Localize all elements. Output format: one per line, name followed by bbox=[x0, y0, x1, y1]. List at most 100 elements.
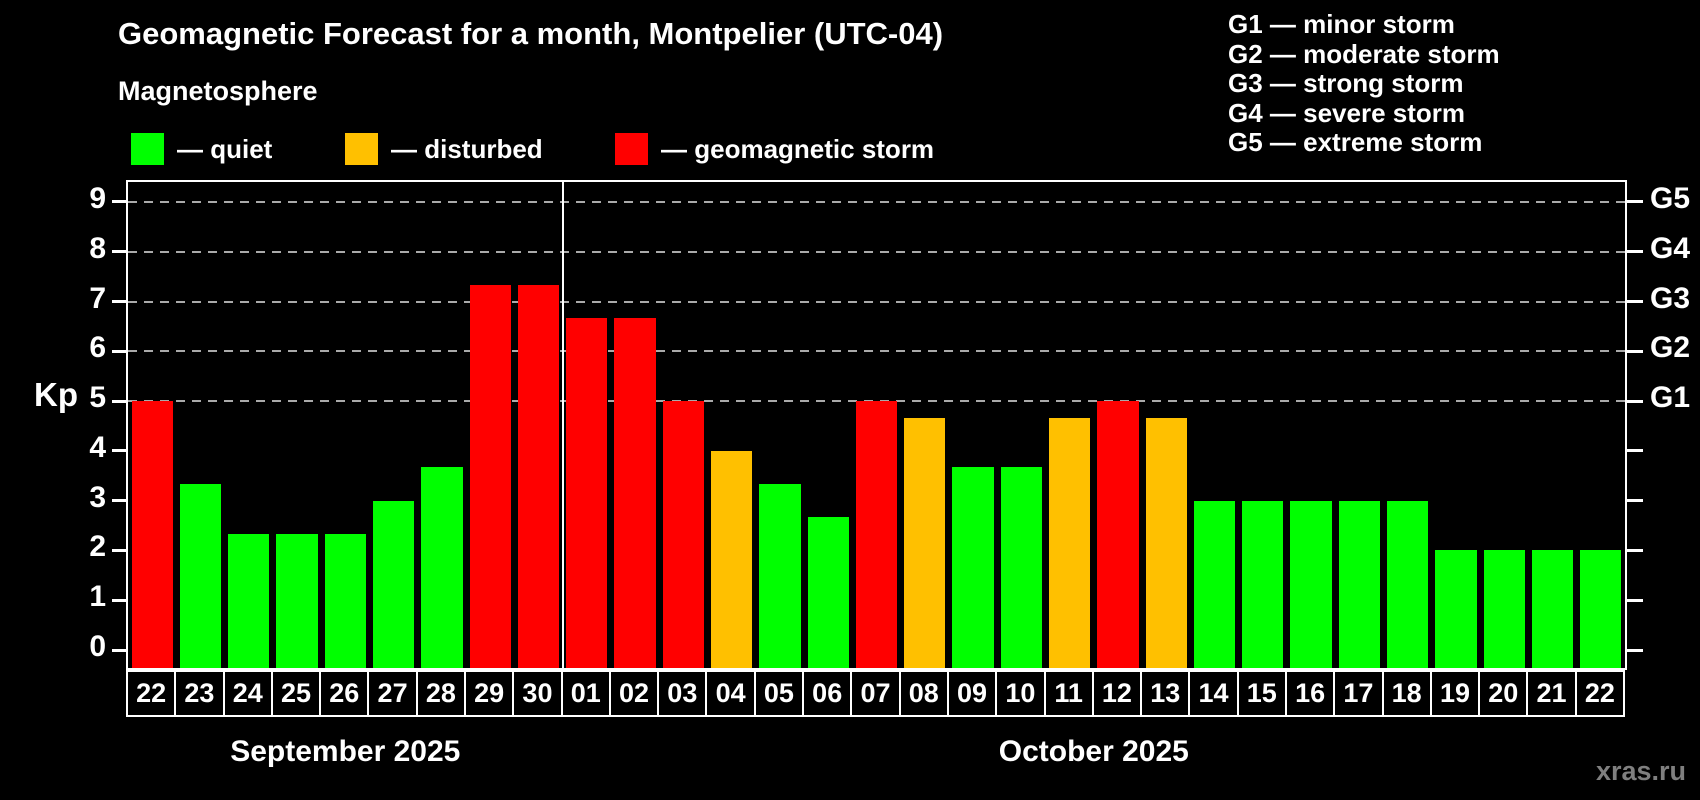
gridline-kp7 bbox=[128, 300, 1625, 303]
legend-label-storm: — geomagnetic storm bbox=[661, 133, 935, 164]
y-axis-label-9: 9 bbox=[89, 181, 106, 215]
y-axis-tick-right-9 bbox=[1627, 200, 1643, 204]
g-axis-label-g1: G1 bbox=[1650, 381, 1691, 415]
y-axis-tick-left-1 bbox=[112, 598, 128, 602]
legend-item-quiet: — quiet bbox=[131, 132, 272, 166]
y-axis-label-1: 1 bbox=[89, 580, 106, 614]
date-cell-october-10: 10 bbox=[995, 670, 1046, 717]
date-cell-october-22: 22 bbox=[1574, 670, 1625, 717]
bar-october-02 bbox=[614, 317, 656, 668]
y-axis-label-2: 2 bbox=[89, 530, 106, 564]
y-axis-tick-right-8 bbox=[1627, 250, 1643, 254]
bar-october-21 bbox=[1531, 550, 1574, 668]
date-cell-october-04: 04 bbox=[705, 670, 756, 717]
y-axis-tick-left-6 bbox=[112, 349, 128, 353]
date-cell-october-07: 07 bbox=[850, 670, 901, 717]
month-label-october: October 2025 bbox=[998, 735, 1189, 768]
month-divider bbox=[561, 182, 564, 668]
bar-october-22 bbox=[1580, 550, 1622, 668]
y-axis-tick-left-3 bbox=[112, 499, 128, 503]
y-axis-tick-right-7 bbox=[1627, 300, 1643, 304]
y-axis-tick-right-5 bbox=[1627, 399, 1643, 403]
g-scale-legend: G1 — minor storm G2 — moderate storm G3 … bbox=[1228, 9, 1500, 158]
gridline-kp8 bbox=[128, 250, 1625, 253]
bar-october-12 bbox=[1097, 401, 1139, 668]
storm-color-swatch bbox=[615, 133, 648, 165]
bar-september-29 bbox=[469, 285, 511, 668]
y-axis-tick-right-1 bbox=[1627, 598, 1643, 602]
bar-october-04 bbox=[710, 450, 753, 668]
legend-item-disturbed: — disturbed bbox=[345, 132, 543, 166]
bar-september-27 bbox=[372, 500, 415, 668]
y-axis-label-0: 0 bbox=[89, 630, 106, 663]
bar-october-10 bbox=[1000, 467, 1042, 668]
date-cell-september-27: 27 bbox=[367, 670, 418, 717]
bar-september-24 bbox=[228, 534, 270, 668]
y-axis-label-3: 3 bbox=[89, 480, 106, 514]
bar-october-11 bbox=[1049, 417, 1091, 668]
date-cell-september-30: 30 bbox=[512, 670, 563, 717]
date-cell-september-25: 25 bbox=[270, 670, 322, 717]
plot-area bbox=[126, 180, 1627, 670]
bar-october-18 bbox=[1387, 500, 1429, 668]
bar-october-20 bbox=[1483, 550, 1525, 668]
y-axis-tick-right-2 bbox=[1627, 548, 1643, 552]
bar-october-14 bbox=[1193, 500, 1236, 668]
g-legend-line-g2: G2 — moderate storm bbox=[1228, 38, 1500, 69]
bar-october-16 bbox=[1290, 500, 1332, 668]
date-cell-september-26: 26 bbox=[319, 670, 370, 717]
date-cell-october-21: 21 bbox=[1526, 670, 1577, 717]
date-cell-september-29: 29 bbox=[464, 670, 515, 717]
gridline-kp6 bbox=[128, 350, 1625, 353]
bar-september-30 bbox=[517, 285, 560, 668]
date-cell-september-24: 24 bbox=[222, 670, 273, 717]
date-cell-october-11: 11 bbox=[1043, 670, 1094, 717]
quiet-color-swatch bbox=[131, 133, 164, 165]
y-axis-tick-right-0 bbox=[1627, 648, 1643, 652]
bar-september-26 bbox=[324, 534, 366, 668]
bar-october-06 bbox=[807, 517, 849, 668]
date-cell-october-13: 13 bbox=[1140, 670, 1191, 717]
disturbed-color-swatch bbox=[345, 133, 378, 165]
y-axis-tick-left-4 bbox=[112, 449, 128, 453]
bar-september-28 bbox=[421, 467, 463, 668]
date-cell-october-20: 20 bbox=[1478, 670, 1529, 717]
gridline-kp9 bbox=[128, 200, 1625, 203]
y-axis-title: Kp bbox=[34, 376, 78, 413]
g-legend-line-g3: G3 — strong storm bbox=[1228, 68, 1464, 98]
y-axis-tick-right-4 bbox=[1627, 449, 1643, 453]
watermark: xras.ru bbox=[1595, 756, 1686, 786]
bar-september-25 bbox=[276, 534, 318, 668]
g-legend-line-g1: G1 — minor storm bbox=[1228, 9, 1455, 39]
bar-october-13 bbox=[1145, 417, 1187, 668]
date-cell-october-19: 19 bbox=[1429, 670, 1481, 717]
date-cell-september-23: 23 bbox=[174, 670, 225, 717]
y-axis-label-5: 5 bbox=[89, 381, 106, 415]
y-axis-label-8: 8 bbox=[89, 231, 106, 265]
date-cell-october-02: 02 bbox=[608, 670, 660, 717]
date-cell-october-14: 14 bbox=[1188, 670, 1239, 717]
g-axis-label-g3: G3 bbox=[1650, 281, 1691, 315]
y-axis-tick-left-8 bbox=[112, 250, 128, 254]
bar-september-22 bbox=[131, 401, 173, 668]
date-cell-october-08: 08 bbox=[898, 670, 949, 717]
y-axis-tick-right-6 bbox=[1627, 349, 1643, 353]
g-axis-label-g4: G4 bbox=[1650, 231, 1691, 265]
y-axis-label-6: 6 bbox=[89, 331, 106, 365]
legend-item-storm: — geomagnetic storm bbox=[615, 132, 934, 166]
g-axis-label-g2: G2 bbox=[1650, 331, 1691, 365]
date-cell-october-06: 06 bbox=[802, 670, 853, 717]
y-axis-tick-left-7 bbox=[112, 300, 128, 304]
bar-october-09 bbox=[952, 467, 994, 668]
date-cell-october-15: 15 bbox=[1236, 670, 1287, 717]
date-cell-september-28: 28 bbox=[415, 670, 467, 717]
g-axis-label-g5: G5 bbox=[1650, 181, 1691, 215]
legend-label-quiet: — quiet bbox=[177, 133, 273, 164]
bar-september-23 bbox=[179, 484, 222, 668]
bar-october-03 bbox=[662, 401, 704, 668]
chart-title: Geomagnetic Forecast for a month, Montpe… bbox=[118, 16, 944, 51]
y-axis-label-7: 7 bbox=[89, 281, 106, 315]
y-axis-tick-left-2 bbox=[112, 548, 128, 552]
y-axis-label-4: 4 bbox=[89, 430, 106, 464]
